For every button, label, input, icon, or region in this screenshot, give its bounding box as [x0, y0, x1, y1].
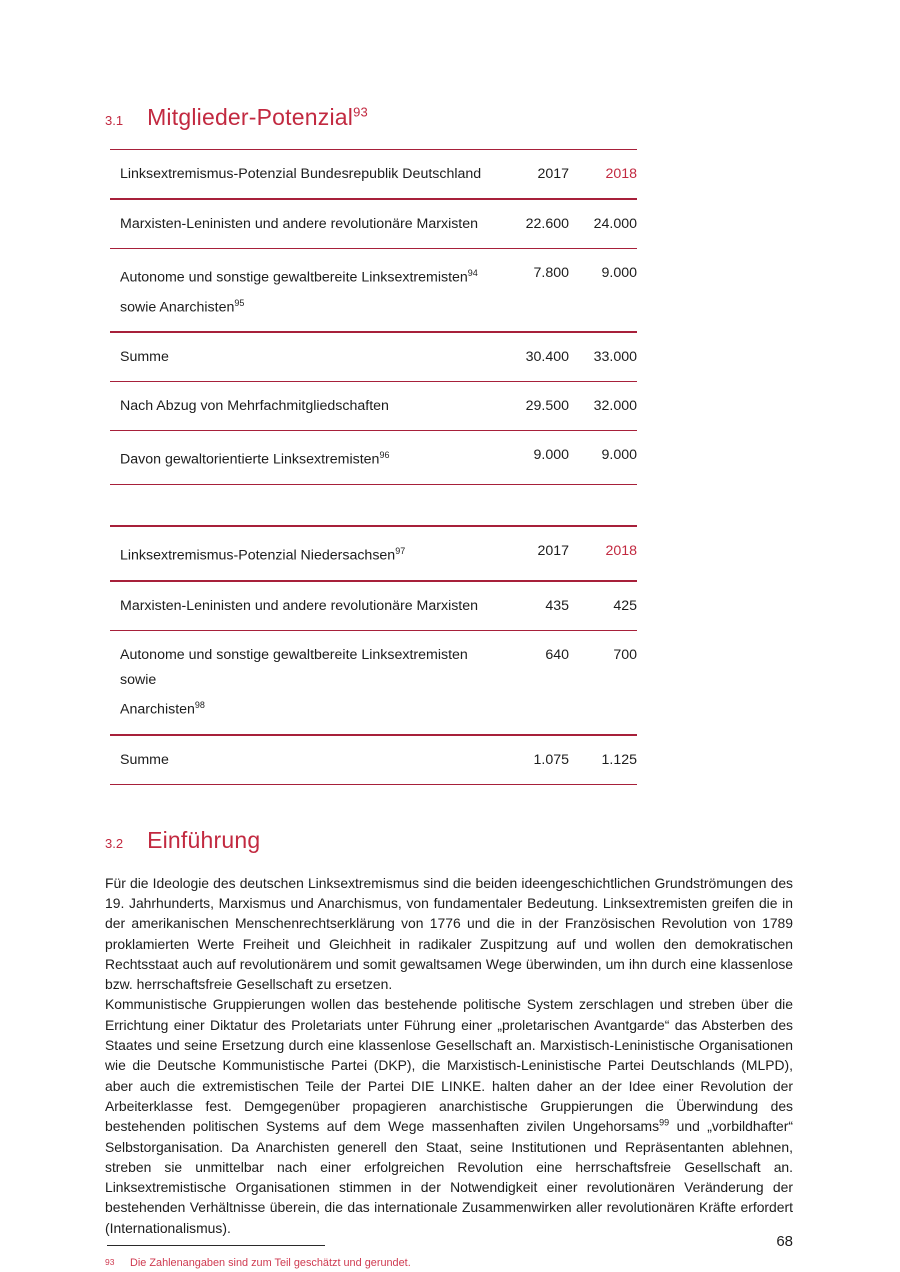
- intro-paragraph-2-part1: Kommunistische Gruppierungen wollen das …: [105, 996, 793, 1135]
- section-number: 3.2: [105, 835, 124, 851]
- value-2018: 33.000: [593, 349, 637, 366]
- table-header-label: Linksextremismus-Potenzial Bundesrepubli…: [120, 166, 482, 182]
- value-2017: 22.600: [525, 216, 569, 232]
- value-2017: 1.075: [533, 751, 569, 768]
- table-row-autonome: Autonome und sonstige gewaltbereite Link…: [110, 249, 637, 334]
- table-row-nach-abzug: Nach Abzug von Mehrfachmitgliedschaften …: [110, 382, 637, 432]
- table-row-marxisten: Marxisten-Leninisten und andere revoluti…: [110, 582, 637, 631]
- intro-paragraph-1: Für die Ideologie des deutschen Linksext…: [105, 874, 793, 993]
- row-label-line2: sowie Anarchisten: [120, 299, 235, 316]
- footnotes-block: 93 Die Zahlenangaben sind zum Teil gesch…: [105, 1256, 795, 1272]
- section-heading-members: 3.1 Mitglieder-Potenzial93: [105, 104, 793, 131]
- value-2018: 9.000: [601, 265, 637, 281]
- value-2017: 640: [545, 646, 569, 663]
- footnote-ref-99: 99: [659, 1117, 670, 1128]
- footnote-ref-98: 98: [194, 699, 205, 710]
- row-label: Marxisten-Leninisten und andere revoluti…: [120, 597, 479, 614]
- row-label: Summe: [120, 349, 169, 366]
- table-header-row: Linksextremismus-Potenzial Bundesrepubli…: [110, 150, 637, 200]
- row-label: Nach Abzug von Mehrfachmitgliedschaften: [120, 398, 389, 415]
- value-2017: 29.500: [525, 398, 569, 415]
- table-header-label-text: Linksextremismus-Potenzial Niedersachsen: [120, 547, 396, 564]
- footnote-item-93: 93 Die Zahlenangaben sind zum Teil gesch…: [105, 1256, 795, 1271]
- table-header-row: Linksextremismus-Potenzial Niedersachsen…: [110, 527, 637, 582]
- value-2017: 9.000: [533, 447, 569, 464]
- footnote-separator: [107, 1245, 325, 1247]
- table-header-label: Linksextremismus-Potenzial Niedersachsen…: [110, 539, 501, 569]
- table-row-marxisten: Marxisten-Leninisten und andere revoluti…: [110, 200, 637, 249]
- intro-paragraph-2: Kommunistische Gruppierungen wollen das …: [105, 994, 793, 1238]
- footnote-ref-95: 95: [234, 297, 245, 308]
- footnote-ref-94: 94: [467, 268, 478, 278]
- row-label: Davon gewaltorientierte Linksextremisten…: [110, 443, 501, 473]
- footnote-number: 93: [105, 1257, 115, 1268]
- value-2017: 7.800: [533, 265, 569, 281]
- section-title-text: Mitglieder-Potenzial: [147, 104, 354, 130]
- section-title: Einführung: [147, 826, 261, 853]
- table-header-year-2017: 2017: [537, 543, 569, 560]
- table-header-year-2018: 2018: [605, 166, 637, 182]
- value-2017: 30.400: [525, 349, 569, 366]
- value-2018: 425: [613, 597, 637, 614]
- value-2018: 9.000: [601, 447, 637, 464]
- table-row-autonome: Autonome und sonstige gewaltbereite Link…: [110, 631, 637, 736]
- table-header-year-2017: 2017: [537, 166, 569, 182]
- table-potenzial-bund: Linksextremismus-Potenzial Bundesrepubli…: [110, 149, 637, 486]
- footnote-ref-93: 93: [353, 104, 368, 120]
- table-row-summe: Summe 1.075 1.125: [110, 736, 637, 785]
- row-label-text: Davon gewaltorientierte Linksextremisten: [120, 452, 380, 469]
- section-number: 3.1: [105, 113, 124, 128]
- intro-paragraph-2-part2: und „vorbildhafter“ Selbstorganisation. …: [105, 1118, 793, 1236]
- row-label: Summe: [120, 751, 169, 768]
- footnote-text: Die Zahlenangaben sind zum Teil geschätz…: [130, 1257, 411, 1270]
- table-header-year-2018: 2018: [605, 543, 637, 560]
- value-2018: 700: [613, 646, 637, 663]
- table-potenzial-niedersachsen: Linksextremismus-Potenzial Niedersachsen…: [110, 525, 637, 785]
- footnote-ref-96: 96: [379, 450, 390, 461]
- row-label-line1: Autonome und sonstige gewaltbereite Link…: [120, 646, 468, 688]
- section-title: Mitglieder-Potenzial93: [147, 104, 368, 131]
- row-label-line2: Anarchisten: [120, 701, 195, 718]
- footnote-ref-97: 97: [395, 546, 406, 557]
- value-2018: 24.000: [593, 216, 637, 232]
- row-label-line1: Autonome und sonstige gewaltbereite Link…: [120, 269, 468, 286]
- value-2018: 1.125: [601, 751, 637, 768]
- table-row-davon: Davon gewaltorientierte Linksextremisten…: [110, 431, 637, 486]
- row-label: Marxisten-Leninisten und andere revoluti…: [120, 216, 479, 232]
- table-row-summe: Summe 30.400 33.000: [110, 333, 637, 383]
- value-2018: 32.000: [593, 398, 637, 415]
- section-heading-intro: 3.2 Einführung: [105, 827, 793, 854]
- value-2017: 435: [545, 597, 569, 614]
- row-label: Autonome und sonstige gewaltbereite Link…: [110, 643, 501, 723]
- page-number: 68: [776, 1233, 793, 1250]
- intro-body-text: Für die Ideologie des deutschen Linksext…: [105, 873, 793, 1238]
- row-label: Autonome und sonstige gewaltbereite Link…: [110, 261, 501, 320]
